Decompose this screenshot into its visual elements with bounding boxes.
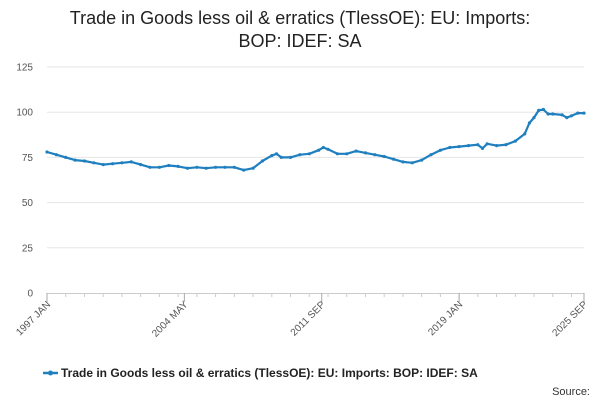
data-point	[214, 165, 218, 169]
x-tick-label: 1997 JAN	[14, 299, 53, 338]
data-point	[541, 107, 546, 112]
data-point	[111, 162, 115, 166]
data-point	[120, 161, 124, 165]
legend: Trade in Goods less oil & erratics (Tles…	[43, 366, 478, 380]
data-point	[317, 148, 321, 152]
data-point	[354, 149, 358, 153]
data-point	[401, 160, 405, 164]
data-point	[560, 113, 564, 117]
series-layer	[45, 107, 586, 172]
data-point	[527, 121, 532, 125]
data-point	[513, 139, 517, 143]
x-axis: 1997 JAN 2004 MAY 2011 SEP 2019 JAN 2025 SEP	[14, 293, 590, 340]
data-point	[92, 161, 96, 165]
chart-title-line-1: Trade in Goods less oil & erratics (Tles…	[70, 8, 530, 28]
data-point	[279, 155, 283, 159]
data-point	[129, 160, 133, 164]
data-point	[321, 145, 325, 150]
data-point	[448, 145, 452, 150]
data-point	[139, 163, 143, 167]
y-tick-label: 125	[16, 63, 33, 74]
data-point	[288, 155, 293, 159]
data-point	[546, 112, 550, 116]
data-point	[551, 112, 555, 116]
data-point	[73, 158, 77, 162]
data-point	[176, 164, 180, 168]
y-tick-label: 25	[22, 243, 34, 254]
data-point	[523, 132, 527, 136]
data-point	[532, 116, 536, 120]
y-axis: 0 25 50 75 100 125	[16, 63, 33, 300]
y-tick-label: 75	[22, 153, 34, 164]
data-point	[64, 155, 68, 159]
data-point	[101, 163, 105, 167]
data-point	[270, 154, 274, 158]
data-point	[476, 143, 480, 147]
x-tick-label: 2011 SEP	[289, 299, 328, 338]
data-point	[576, 111, 580, 115]
gridlines	[47, 66, 584, 249]
x-tick-label: 2025 SEP	[550, 299, 590, 339]
data-point	[307, 152, 311, 156]
series-line-0	[45, 108, 586, 172]
data-point	[504, 143, 508, 147]
chart-title: Trade in Goods less oil & erratics (Tles…	[70, 8, 530, 51]
legend-marker-swatch	[48, 370, 53, 376]
legend-label: Trade in Goods less oil & erratics (Tles…	[61, 366, 478, 380]
x-tick-label: 2019 JAN	[426, 299, 465, 338]
data-point	[185, 166, 190, 170]
data-point	[410, 161, 414, 165]
data-point	[274, 152, 279, 156]
data-point	[582, 111, 586, 115]
data-point	[429, 153, 433, 157]
x-tick-label: 2004 MAY	[150, 299, 191, 340]
chart-title-line-2: BOP: IDEF: SA	[238, 31, 361, 51]
data-point	[466, 144, 471, 148]
data-point	[382, 154, 386, 159]
data-point	[326, 147, 330, 151]
data-point	[565, 116, 569, 120]
data-point	[485, 142, 489, 146]
data-point	[373, 153, 377, 157]
data-point	[167, 163, 171, 168]
data-point	[204, 166, 208, 170]
data-point	[480, 146, 485, 150]
data-point	[232, 165, 236, 169]
data-point	[495, 144, 499, 148]
data-point	[569, 114, 574, 118]
data-point	[195, 165, 199, 169]
data-point	[420, 158, 424, 162]
data-point	[223, 165, 227, 169]
data-point	[242, 168, 246, 172]
data-point	[251, 166, 255, 170]
data-point	[345, 152, 349, 156]
data-point	[392, 157, 396, 161]
data-point	[537, 108, 541, 112]
data-point	[157, 165, 161, 169]
y-tick-label: 0	[27, 289, 33, 300]
data-point	[260, 159, 264, 163]
data-point	[54, 153, 59, 157]
data-point	[457, 145, 461, 149]
data-point	[438, 148, 442, 152]
y-tick-label: 50	[22, 198, 34, 209]
y-tick-label: 100	[16, 108, 33, 119]
data-point	[82, 159, 87, 163]
data-point	[45, 150, 49, 154]
data-point	[298, 153, 302, 157]
source-label: Source:	[552, 386, 590, 398]
data-point	[335, 152, 339, 156]
data-point	[363, 151, 368, 155]
data-point	[148, 165, 152, 169]
